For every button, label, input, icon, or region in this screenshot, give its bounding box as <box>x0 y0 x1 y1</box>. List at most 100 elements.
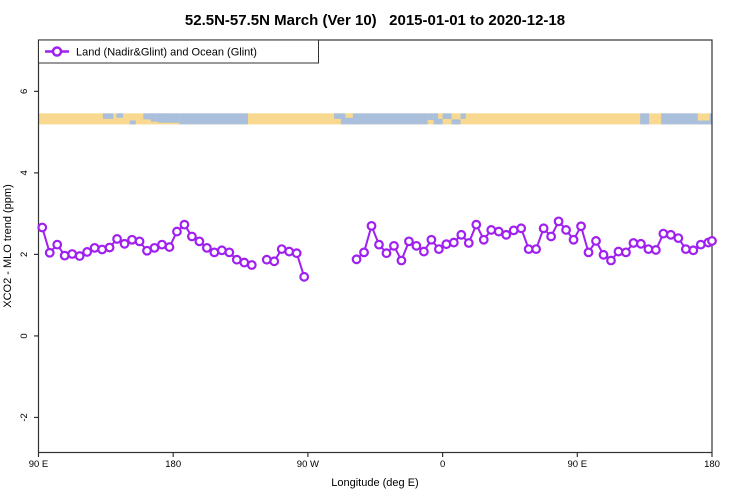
data-point <box>538 223 549 234</box>
data-point <box>621 247 631 258</box>
data-point <box>478 234 489 245</box>
data-point <box>471 219 482 230</box>
map-strip-ocean-segment <box>143 113 154 120</box>
x-tick-label: 180 <box>704 459 720 470</box>
map-strip-ocean-segment <box>352 113 428 125</box>
data-point <box>561 225 571 235</box>
y-tick-label: 0 <box>19 333 30 338</box>
data-point <box>553 216 564 227</box>
series-line-segment <box>41 223 253 266</box>
data-point <box>568 234 579 245</box>
data-point <box>119 238 130 249</box>
y-tick-label: 4 <box>19 170 30 175</box>
data-point <box>673 233 684 243</box>
data-point <box>606 255 616 266</box>
map-strip-ocean-segment <box>433 118 443 125</box>
data-point <box>74 251 85 261</box>
data-point <box>456 229 467 240</box>
data-point <box>44 247 55 258</box>
data-point <box>650 245 661 255</box>
data-point <box>104 242 115 253</box>
data-point <box>359 247 369 258</box>
data-point <box>576 221 586 232</box>
data-point <box>179 219 190 230</box>
legend-open-circle-icon <box>51 46 63 57</box>
data-point <box>374 239 384 250</box>
data-point <box>194 236 205 247</box>
data-point <box>493 226 504 237</box>
map-strip-ocean-segment <box>640 113 650 125</box>
data-point <box>299 271 310 282</box>
data-point <box>546 231 557 242</box>
map-strip-ocean-segment <box>697 120 712 125</box>
data-point <box>441 239 452 250</box>
data-point <box>463 238 474 248</box>
data-point <box>82 247 93 257</box>
data-point <box>396 255 407 266</box>
data-point <box>688 245 699 256</box>
x-axis: 90 E 180 90 W 0 90 E 180 <box>29 452 720 470</box>
data-point <box>433 244 444 255</box>
map-strip-ocean-segment <box>661 113 698 125</box>
map-strip-ocean-segment <box>102 113 114 119</box>
map-strip-ocean-segment <box>460 113 466 119</box>
y-tick-label: 6 <box>19 89 30 94</box>
chart-title: 52.5N-57.5N March (Ver 10) 2015-01-01 to… <box>185 12 565 29</box>
data-point <box>658 228 669 239</box>
data-point <box>187 231 197 242</box>
map-strip-ocean-segment <box>451 119 461 125</box>
map-strip-ocean-segment <box>340 117 355 125</box>
map-strip <box>38 113 712 125</box>
data-point <box>261 254 272 265</box>
x-tick-label: 90 E <box>568 459 588 470</box>
data-point <box>284 246 295 257</box>
x-axis-title: Longitude (deg E) <box>331 477 418 489</box>
map-strip-ocean-segment <box>427 113 439 120</box>
y-tick-label: -2 <box>19 413 30 421</box>
legend: Land (Nadir&Glint) and Ocean (Glint) <box>38 39 319 64</box>
legend-box <box>38 39 319 64</box>
map-strip-ocean-segment <box>150 113 163 122</box>
map-strip-ocean-segment <box>158 113 180 123</box>
data-point <box>707 236 717 246</box>
data-point <box>37 222 48 233</box>
legend-label: Land (Nadir&Glint) and Ocean (Glint) <box>76 47 257 59</box>
data-point <box>598 249 609 260</box>
data-point <box>52 239 63 250</box>
y-axis-title: XCO2 - MLO trend (ppm) <box>2 184 14 307</box>
data-point <box>486 225 497 235</box>
data-point <box>112 234 122 244</box>
y-tick-label: 2 <box>19 252 30 257</box>
data-point <box>127 234 137 245</box>
data-point <box>366 220 377 231</box>
x-tick-label: 90 W <box>297 459 319 470</box>
data-point <box>516 223 527 234</box>
data-point <box>89 242 100 253</box>
data-point <box>531 244 542 255</box>
y-axis: -2 0 2 4 6 <box>19 89 39 422</box>
data-point <box>201 242 212 253</box>
x-tick-label: 180 <box>165 459 181 470</box>
map-strip-ocean-segment <box>442 113 452 119</box>
data-point <box>269 256 280 267</box>
data-point <box>418 246 429 257</box>
map-strip-ocean-segment <box>116 113 124 118</box>
data-point <box>381 248 392 259</box>
data-point <box>164 242 175 252</box>
data-point <box>636 238 646 249</box>
data-point <box>591 236 601 246</box>
data-point <box>291 248 302 259</box>
data-point <box>134 236 145 247</box>
data-point <box>149 242 160 253</box>
data-point <box>426 234 437 245</box>
data-point <box>411 240 422 251</box>
data-point <box>404 236 414 247</box>
map-strip-ocean-segment <box>709 113 712 125</box>
data-point <box>448 237 459 248</box>
data-point <box>59 250 70 261</box>
data-series <box>37 216 717 282</box>
x-tick-label: 0 <box>440 459 445 470</box>
data-point <box>665 229 676 240</box>
plot-box <box>37 39 713 454</box>
